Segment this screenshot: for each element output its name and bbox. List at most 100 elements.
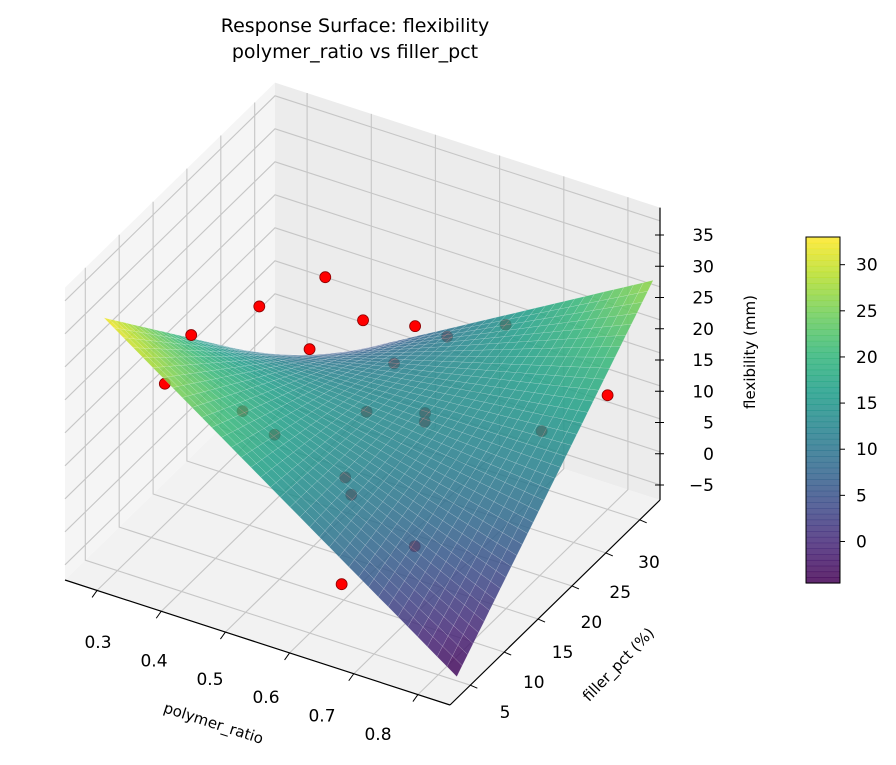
colorbar-tick-label: 20 (856, 348, 878, 368)
x-axis-line (64, 579, 451, 706)
surface-patch (446, 655, 463, 678)
data-point (601, 389, 614, 402)
x-tick-label: 0.3 (84, 633, 111, 653)
colorbar-segment (806, 571, 840, 578)
surface-patch (577, 399, 594, 413)
data-point (409, 320, 421, 333)
surface-patch (479, 591, 496, 611)
x-tick-label: 0.8 (364, 725, 391, 745)
x-tick-mark (412, 694, 419, 702)
surface-patch (490, 570, 507, 589)
colorbar-segment (806, 554, 840, 561)
colorbar-segment (806, 317, 840, 325)
colorbar-segment (806, 415, 840, 423)
colorbar-segment (806, 410, 840, 417)
colorbar-segment (806, 288, 840, 296)
colorbar-segment (806, 248, 840, 255)
left-pane (65, 82, 275, 580)
z-tick-label: 20 (692, 320, 714, 340)
y-tick-label: 10 (523, 673, 545, 693)
colorbar-segment (806, 260, 840, 267)
colorbar-segment (806, 484, 840, 492)
data-point (335, 578, 348, 591)
grid-line-y (84, 267, 471, 686)
surface-patch (452, 644, 469, 667)
surface-patch (632, 290, 649, 305)
y-tick-mark (537, 618, 546, 623)
y-tick-label: 30 (638, 553, 660, 573)
y-tick-mark (605, 552, 614, 557)
z-axis-label: flexibility (mm) (741, 295, 759, 409)
chart-title: Response Surface: flexibility (221, 15, 490, 37)
axes: 0.3 0.4 0.5 0.6 0.7 0.8 5 10 15 20 25 30 −5 0 5 10 15 20 2… (64, 207, 714, 745)
y-axis-label: filler_pct (%) (579, 624, 659, 706)
y-tick-mark (503, 651, 512, 656)
x-tick-mark (155, 610, 162, 619)
colorbar-segment (806, 404, 840, 411)
colorbar-segment (806, 473, 840, 480)
y-axis-line (449, 499, 661, 706)
colorbar-segment (806, 352, 840, 359)
colorbar-segment (806, 577, 840, 584)
surface-patch (588, 378, 605, 391)
z-tick-label: 25 (692, 289, 714, 309)
x-tick-label: 0.6 (252, 688, 279, 708)
z-tick-label: −5 (689, 476, 714, 496)
colorbar-tick-label: 30 (856, 256, 878, 276)
colorbar-segment (806, 565, 840, 573)
colorbar-segment (806, 531, 840, 538)
surface (103, 279, 654, 678)
colorbar-segment (806, 358, 840, 365)
colorbar-segment (806, 329, 840, 336)
z-tick-label: 30 (692, 257, 714, 277)
z-tick-label: 10 (692, 382, 714, 402)
colorbar-segment (806, 467, 840, 475)
colorbar-segment (806, 490, 840, 498)
colorbar-segment (806, 398, 840, 405)
x-tick-mark (220, 631, 226, 640)
surface-patch (473, 602, 490, 622)
surface-patch (637, 279, 654, 294)
surface-patch (583, 388, 600, 402)
data-point (319, 271, 332, 284)
x-tick-mark (91, 590, 98, 598)
colorbar-segment (806, 335, 840, 342)
colorbar-segment (806, 271, 840, 278)
z-tick-label: 35 (692, 226, 714, 246)
x-tick-mark (284, 652, 290, 661)
surface-patch (572, 410, 589, 424)
colorbar-segment (806, 381, 840, 388)
y-tick-label: 25 (609, 583, 631, 603)
colorbar-segment (806, 479, 840, 486)
colorbar-segment (806, 375, 840, 382)
colorbar-segment (806, 548, 840, 555)
colorbar-segment (806, 386, 840, 394)
colorbar-segment (806, 461, 840, 469)
y-tick-mark (639, 519, 647, 524)
colorbar-segment (806, 265, 840, 273)
data-point (303, 343, 316, 356)
surface-patch (593, 367, 610, 380)
surface-patch (501, 548, 518, 567)
surface-patch (462, 623, 479, 645)
y-tick-label: 5 (500, 703, 511, 723)
grid-line-z (64, 128, 661, 335)
colorbar-segment (806, 502, 840, 509)
colorbar-segment (806, 513, 840, 521)
colorbar-frame (805, 236, 841, 584)
x-tick-label: 0.7 (308, 707, 335, 727)
z-tick-label: 15 (692, 351, 714, 371)
colorbar-tick-label: 15 (856, 394, 878, 414)
colorbar-segment (806, 456, 840, 463)
colorbar-segment (806, 346, 840, 353)
colorbar-segment (806, 294, 840, 302)
surface-patch (566, 420, 583, 435)
colorbar-segment (806, 311, 840, 319)
colorbar-segment (806, 450, 840, 457)
y-tick-mark (470, 684, 478, 689)
colorbar-segment (806, 536, 840, 544)
x-tick-label: 0.5 (196, 670, 223, 690)
colorbar-tick-label: 0 (856, 532, 867, 552)
colorbar-segment (806, 444, 840, 451)
colorbar-segment (806, 559, 840, 567)
